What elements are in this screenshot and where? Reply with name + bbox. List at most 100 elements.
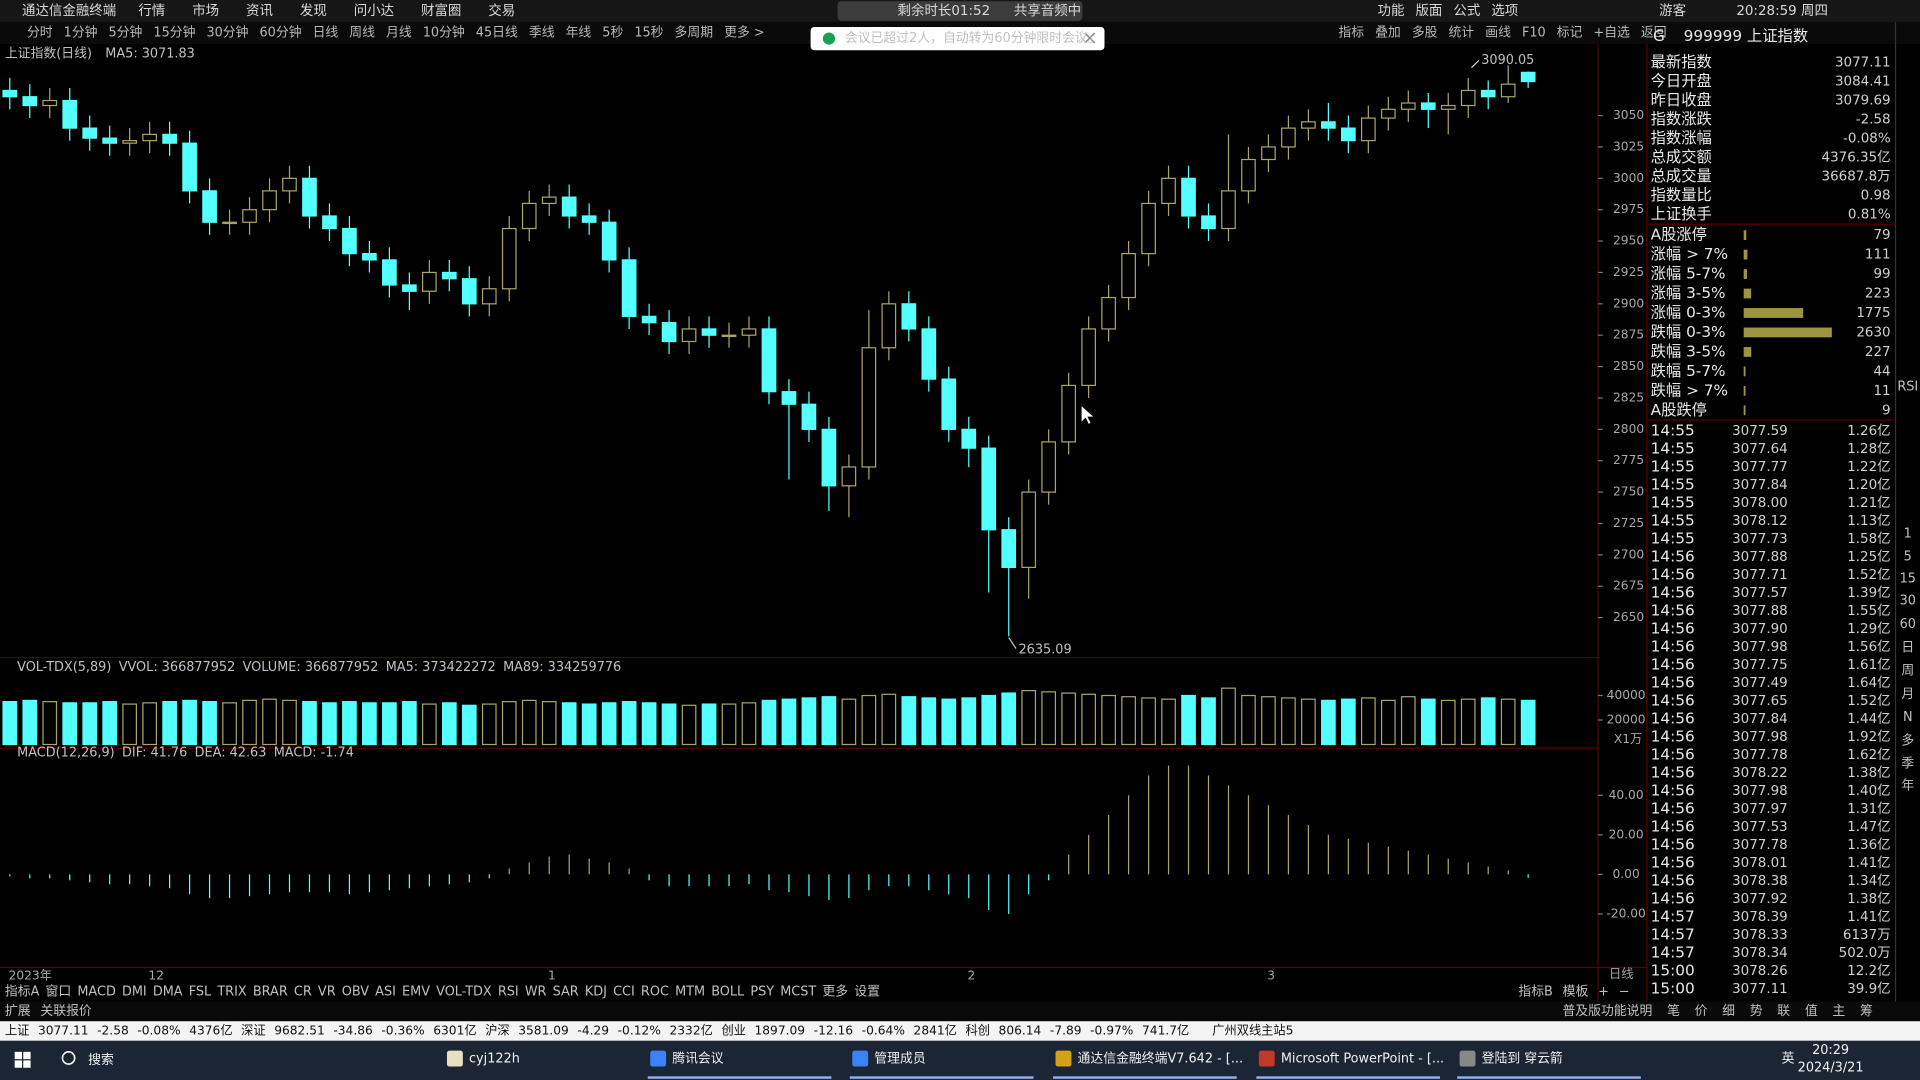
side-tab[interactable]: 30 — [1900, 594, 1916, 609]
menu-item[interactable]: 功能 — [1378, 3, 1405, 19]
indicator-tab[interactable]: ASI — [375, 984, 396, 999]
side-tab[interactable]: 1 — [1904, 526, 1912, 541]
period-tab[interactable]: 1分钟 — [64, 25, 98, 41]
menu-item[interactable]: 选项 — [1491, 3, 1518, 19]
taskbar-app[interactable]: 腾讯会议 — [672, 1051, 724, 1067]
indicator-tab[interactable]: + — [1598, 984, 1609, 999]
menu-item[interactable]: 交易 — [488, 2, 515, 19]
extra-item[interactable]: 笔 — [1667, 1003, 1680, 1019]
tool-tab[interactable]: 指标 — [1338, 26, 1364, 41]
ime-indicator[interactable]: 英 — [1782, 1052, 1795, 1067]
extra-item[interactable]: 主 — [1832, 1004, 1845, 1019]
indicator-tab[interactable]: TRIX — [216, 984, 247, 999]
indicator-tab[interactable]: OBV — [342, 984, 370, 999]
indicator-tab[interactable]: MACD — [77, 984, 116, 999]
extra-item[interactable]: 联 — [1777, 1004, 1790, 1019]
side-tab[interactable]: 年 — [1901, 779, 1914, 794]
extra-item[interactable]: 细 — [1722, 1004, 1735, 1019]
taskbar-app[interactable]: 管理成员 — [874, 1052, 926, 1067]
indicator-tab[interactable]: SAR — [553, 984, 579, 999]
indicator-tab[interactable]: BRAR — [253, 984, 288, 999]
indicator-tab[interactable]: ROC — [641, 984, 669, 999]
extra-item[interactable]: 筹 — [1860, 1003, 1873, 1019]
indicator-tab[interactable]: 指标A — [5, 984, 40, 999]
period-tab[interactable]: 15秒 — [634, 26, 663, 41]
search-box[interactable]: 搜索 — [88, 1053, 114, 1068]
indicator-tab[interactable]: CCI — [613, 984, 635, 999]
tool-tab[interactable]: F10 — [1522, 26, 1546, 41]
period-tab[interactable]: 5分钟 — [109, 25, 143, 41]
indicator-tab[interactable]: BOLL — [711, 984, 745, 999]
taskbar-app[interactable]: cyj122h — [469, 1052, 520, 1067]
period-tab[interactable]: 多周期 — [675, 26, 714, 41]
menu-item[interactable]: 行情 — [138, 3, 165, 19]
search-icon[interactable] — [61, 1051, 76, 1065]
side-tab[interactable]: 季 — [1901, 757, 1914, 772]
side-tab[interactable]: 60 — [1900, 617, 1916, 632]
period-tab[interactable]: 更多 > — [724, 26, 765, 41]
menu-item[interactable]: 发现 — [300, 3, 327, 19]
indicator-tab[interactable]: DMA — [153, 984, 183, 999]
indicator-tab[interactable]: RSI — [498, 984, 519, 999]
period-tab[interactable]: 日线 — [313, 26, 339, 41]
side-tab[interactable]: 5 — [1904, 550, 1912, 565]
extra-item[interactable]: 势 — [1750, 1003, 1763, 1019]
tool-tab[interactable]: 返回 — [1641, 26, 1667, 41]
extra-item[interactable]: 价 — [1695, 1004, 1708, 1019]
side-tab[interactable]: N — [1903, 710, 1913, 725]
tool-tab[interactable]: 标记 — [1557, 26, 1583, 41]
indicator-tab[interactable]: WR — [525, 984, 547, 999]
indicator-tab[interactable]: 更多 — [822, 984, 848, 999]
indicator-tab[interactable]: VOL-TDX — [436, 984, 492, 999]
menu-item[interactable]: 市场 — [192, 2, 219, 19]
period-tab[interactable]: 季线 — [529, 26, 555, 41]
indicator-tab[interactable]: − — [1619, 984, 1630, 999]
period-tab[interactable]: 年线 — [566, 26, 592, 41]
start-button[interactable] — [14, 1051, 31, 1068]
taskbar-app[interactable]: 登陆到 穿云箭 — [1482, 1051, 1563, 1067]
indicator-tab[interactable]: 指标B — [1518, 984, 1553, 999]
taskbar-app[interactable]: 通达信金融终端V7.642 - [... — [1078, 1051, 1244, 1067]
extra-item[interactable]: 关联报价 — [40, 1004, 92, 1019]
tool-tab[interactable]: 多股 — [1412, 26, 1438, 41]
side-tab[interactable]: 月 — [1901, 687, 1914, 702]
tool-tab[interactable]: 叠加 — [1375, 26, 1401, 41]
indicator-tab[interactable]: DMI — [122, 984, 147, 999]
period-tab[interactable]: 周线 — [349, 26, 375, 41]
extra-item[interactable]: 值 — [1805, 1003, 1818, 1019]
indicator-tab[interactable]: MCST — [780, 984, 816, 999]
indicator-tab[interactable]: 模板 — [1563, 984, 1589, 999]
indicator-tab[interactable]: MTM — [675, 984, 705, 999]
indicator-tab[interactable]: CR — [294, 984, 312, 999]
side-tab[interactable]: 多 — [1901, 733, 1914, 748]
indicator-tab[interactable]: KDJ — [585, 984, 607, 999]
tool-tab[interactable]: 统计 — [1449, 26, 1475, 41]
taskbar-app[interactable]: Microsoft PowerPoint - [... — [1281, 1052, 1444, 1067]
extra-item[interactable]: 扩展 — [5, 1004, 31, 1019]
menu-item[interactable]: 资讯 — [246, 3, 273, 19]
side-tab[interactable]: RSI — [1897, 379, 1918, 394]
side-tab[interactable]: 日 — [1901, 640, 1914, 655]
period-tab[interactable]: 分时 — [27, 26, 53, 41]
period-tab[interactable]: 10分钟 — [423, 25, 465, 41]
extra-item[interactable]: 普及版功能说明 — [1562, 1004, 1652, 1019]
period-tab[interactable]: 60分钟 — [260, 25, 302, 41]
tool-tab[interactable]: +自选 — [1593, 26, 1630, 41]
period-tab[interactable]: 30分钟 — [206, 25, 248, 41]
indicator-tab[interactable]: 设置 — [854, 984, 880, 999]
menu-item[interactable]: 问小达 — [354, 3, 394, 19]
indicator-tab[interactable]: EMV — [402, 984, 430, 999]
menu-item[interactable]: 财富圈 — [421, 2, 461, 19]
period-tab[interactable]: 15分钟 — [153, 25, 195, 41]
indicator-tab[interactable]: PSY — [750, 984, 774, 999]
indicator-tab[interactable]: VR — [318, 984, 336, 999]
side-tab[interactable]: 15 — [1900, 572, 1916, 587]
menu-item[interactable]: 公式 — [1453, 3, 1480, 19]
indicator-tab[interactable]: FSL — [189, 984, 212, 999]
close-button[interactable] — [1084, 32, 1096, 44]
period-tab[interactable]: 45日线 — [476, 26, 518, 41]
indicator-tab[interactable]: 窗口 — [46, 983, 72, 999]
period-tab[interactable]: 5秒 — [602, 26, 623, 41]
period-tab[interactable]: 月线 — [386, 26, 412, 41]
side-tab[interactable]: 周 — [1901, 664, 1914, 679]
